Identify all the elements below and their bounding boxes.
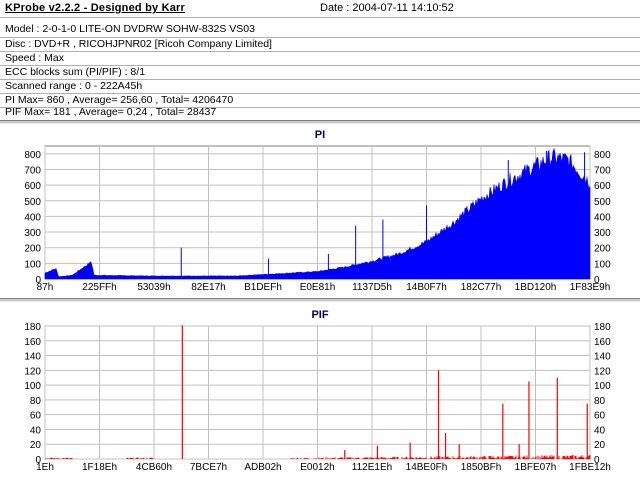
- pif-y-tick-label: 160: [24, 337, 41, 348]
- splitter[interactable]: [0, 298, 640, 302]
- pi-y-tick-label: 0: [35, 275, 41, 286]
- pi-y-tick-label-right: 300: [594, 228, 611, 239]
- pi-y-tick-label-right: 600: [594, 181, 611, 192]
- pif-y-tick-label-right: 100: [594, 381, 611, 392]
- pif-x-tick-label: 112E1Eh: [352, 462, 392, 473]
- pif-x-tick-label: 7BCE7h: [190, 462, 227, 473]
- ecc-blocks: ECC blocks sum (PI/PIF) : 8/1: [5, 66, 146, 78]
- pif-y-tick-label-right: 40: [594, 425, 606, 436]
- info-panel: KProbe v2.2.2 - Designed by Karr Date : …: [0, 0, 640, 120]
- pif-y-tick-label: 60: [30, 411, 42, 422]
- pi-x-tick-label: 1137D5h: [352, 282, 392, 293]
- pif-y-tick-label: 180: [24, 322, 41, 333]
- pi-y-tick-label-right: 100: [594, 259, 611, 270]
- divider: [0, 51, 640, 52]
- pi-y-tick-label: 300: [24, 228, 41, 239]
- app-title: KProbe v2.2.2 - Designed by Karr: [5, 2, 186, 14]
- pif-x-tick-label: 1Eh: [36, 462, 54, 473]
- pi-chart: 0 0 100 100 200 200 300 300 400 400 500 500 600 600 70…: [24, 145, 611, 293]
- pi-y-tick-label-right: 0: [594, 275, 600, 286]
- pi-y-tick-label: 800: [24, 150, 41, 161]
- pi-y-tick-label-right: 800: [594, 150, 611, 161]
- pif-y-tick-label: 40: [30, 425, 42, 436]
- scan-date: Date : 2004-07-11 14:10:52: [320, 2, 454, 14]
- drive-model: Model : 2-0-1-0 LITE-ON DVDRW SOHW-832S …: [5, 23, 255, 35]
- pif-y-tick-label-right: 160: [594, 337, 611, 348]
- scan-speed: Speed : Max: [5, 52, 64, 64]
- pif-x-tick-label: 14BE0Fh: [406, 462, 448, 473]
- pi-chart-title: PI: [314, 129, 326, 141]
- pi-x-tick-label: E0E81h: [300, 282, 336, 293]
- divider: [0, 93, 640, 94]
- pi-y-tick-label-right: 200: [594, 244, 611, 255]
- pif-chart: 0 0 20 20 40 40 60 60 80 80 100 100 120 120 140 140 160 1…: [24, 322, 611, 473]
- pif-y-tick-label-right: 60: [594, 411, 606, 422]
- splitter[interactable]: [0, 120, 640, 124]
- pif-y-tick-label-right: 120: [594, 366, 611, 377]
- pi-summary: PI Max= 860 , Average= 256,60 , Total= 4…: [5, 94, 234, 106]
- pi-x-tick-label: 182C77h: [461, 282, 502, 293]
- pi-y-tick-label-right: 400: [594, 212, 611, 223]
- pi-y-tick-label: 700: [24, 165, 41, 176]
- pi-y-tick-label: 100: [24, 259, 41, 270]
- pi-y-tick-label: 400: [24, 212, 41, 223]
- pif-y-tick-label: 100: [24, 381, 41, 392]
- pi-x-tick-label: 225FFh: [82, 282, 116, 293]
- pi-x-tick-label: B1DEFh: [244, 282, 282, 293]
- divider: [0, 17, 640, 18]
- pif-summary: PIF Max= 181 , Average= 0,24 , Total= 28…: [5, 106, 217, 118]
- pif-y-tick-label-right: 0: [594, 455, 600, 466]
- pif-x-tick-label: 4CB60h: [136, 462, 172, 473]
- pif-x-tick-label: 1850BFh: [461, 462, 502, 473]
- pi-x-tick-label: 14B0F7h: [406, 282, 447, 293]
- pif-chart-panel: PIF 0 0 20 20 40 40 60 60 80 80 100 100 120 120 140 140…: [0, 302, 640, 480]
- pi-x-tick-label: 1F83E9h: [570, 282, 611, 293]
- pif-y-tick-label-right: 80: [594, 396, 606, 407]
- pif-y-tick-label: 0: [35, 455, 41, 466]
- pif-x-tick-label: 1FBE12h: [569, 462, 611, 473]
- pif-y-tick-label-right: 180: [594, 322, 611, 333]
- pi-chart-panel: PI 0 0 100 100 200 200 300 300 400 400 500 500 600 60…: [0, 124, 640, 298]
- pif-y-tick-label: 140: [24, 352, 41, 363]
- divider: [0, 37, 640, 38]
- pi-y-tick-label: 600: [24, 181, 41, 192]
- pif-y-tick-label: 80: [30, 396, 42, 407]
- pi-x-tick-label: 87h: [37, 282, 54, 293]
- pi-y-tick-label-right: 700: [594, 165, 611, 176]
- pif-y-tick-label-right: 140: [594, 352, 611, 363]
- pi-x-tick-label: 1BD120h: [515, 282, 557, 293]
- pif-x-tick-label: 1F18Eh: [82, 462, 117, 473]
- disc-info: Disc : DVD+R , RICOHJPNR02 [Ricoh Compan…: [5, 38, 272, 50]
- pi-y-tick-label: 500: [24, 197, 41, 208]
- pif-x-tick-label: E0012h: [300, 462, 334, 473]
- pi-x-tick-label: 82E17h: [191, 282, 225, 293]
- pi-y-tick-label: 200: [24, 244, 41, 255]
- pif-y-tick-label: 20: [30, 440, 42, 451]
- divider: [0, 65, 640, 66]
- scanned-range: Scanned range : 0 - 222A45h: [5, 80, 143, 92]
- pif-y-tick-label: 120: [24, 366, 41, 377]
- pif-x-tick-label: 1BFE07h: [515, 462, 557, 473]
- pi-series: [44, 147, 591, 280]
- pi-y-tick-label-right: 500: [594, 197, 611, 208]
- pif-y-tick-label-right: 20: [594, 440, 606, 451]
- divider: [0, 107, 640, 108]
- pif-x-tick-label: ADB02h: [244, 462, 281, 473]
- pif-chart-title: PIF: [311, 309, 329, 321]
- divider: [0, 79, 640, 80]
- pi-x-tick-label: 53039h: [137, 282, 170, 293]
